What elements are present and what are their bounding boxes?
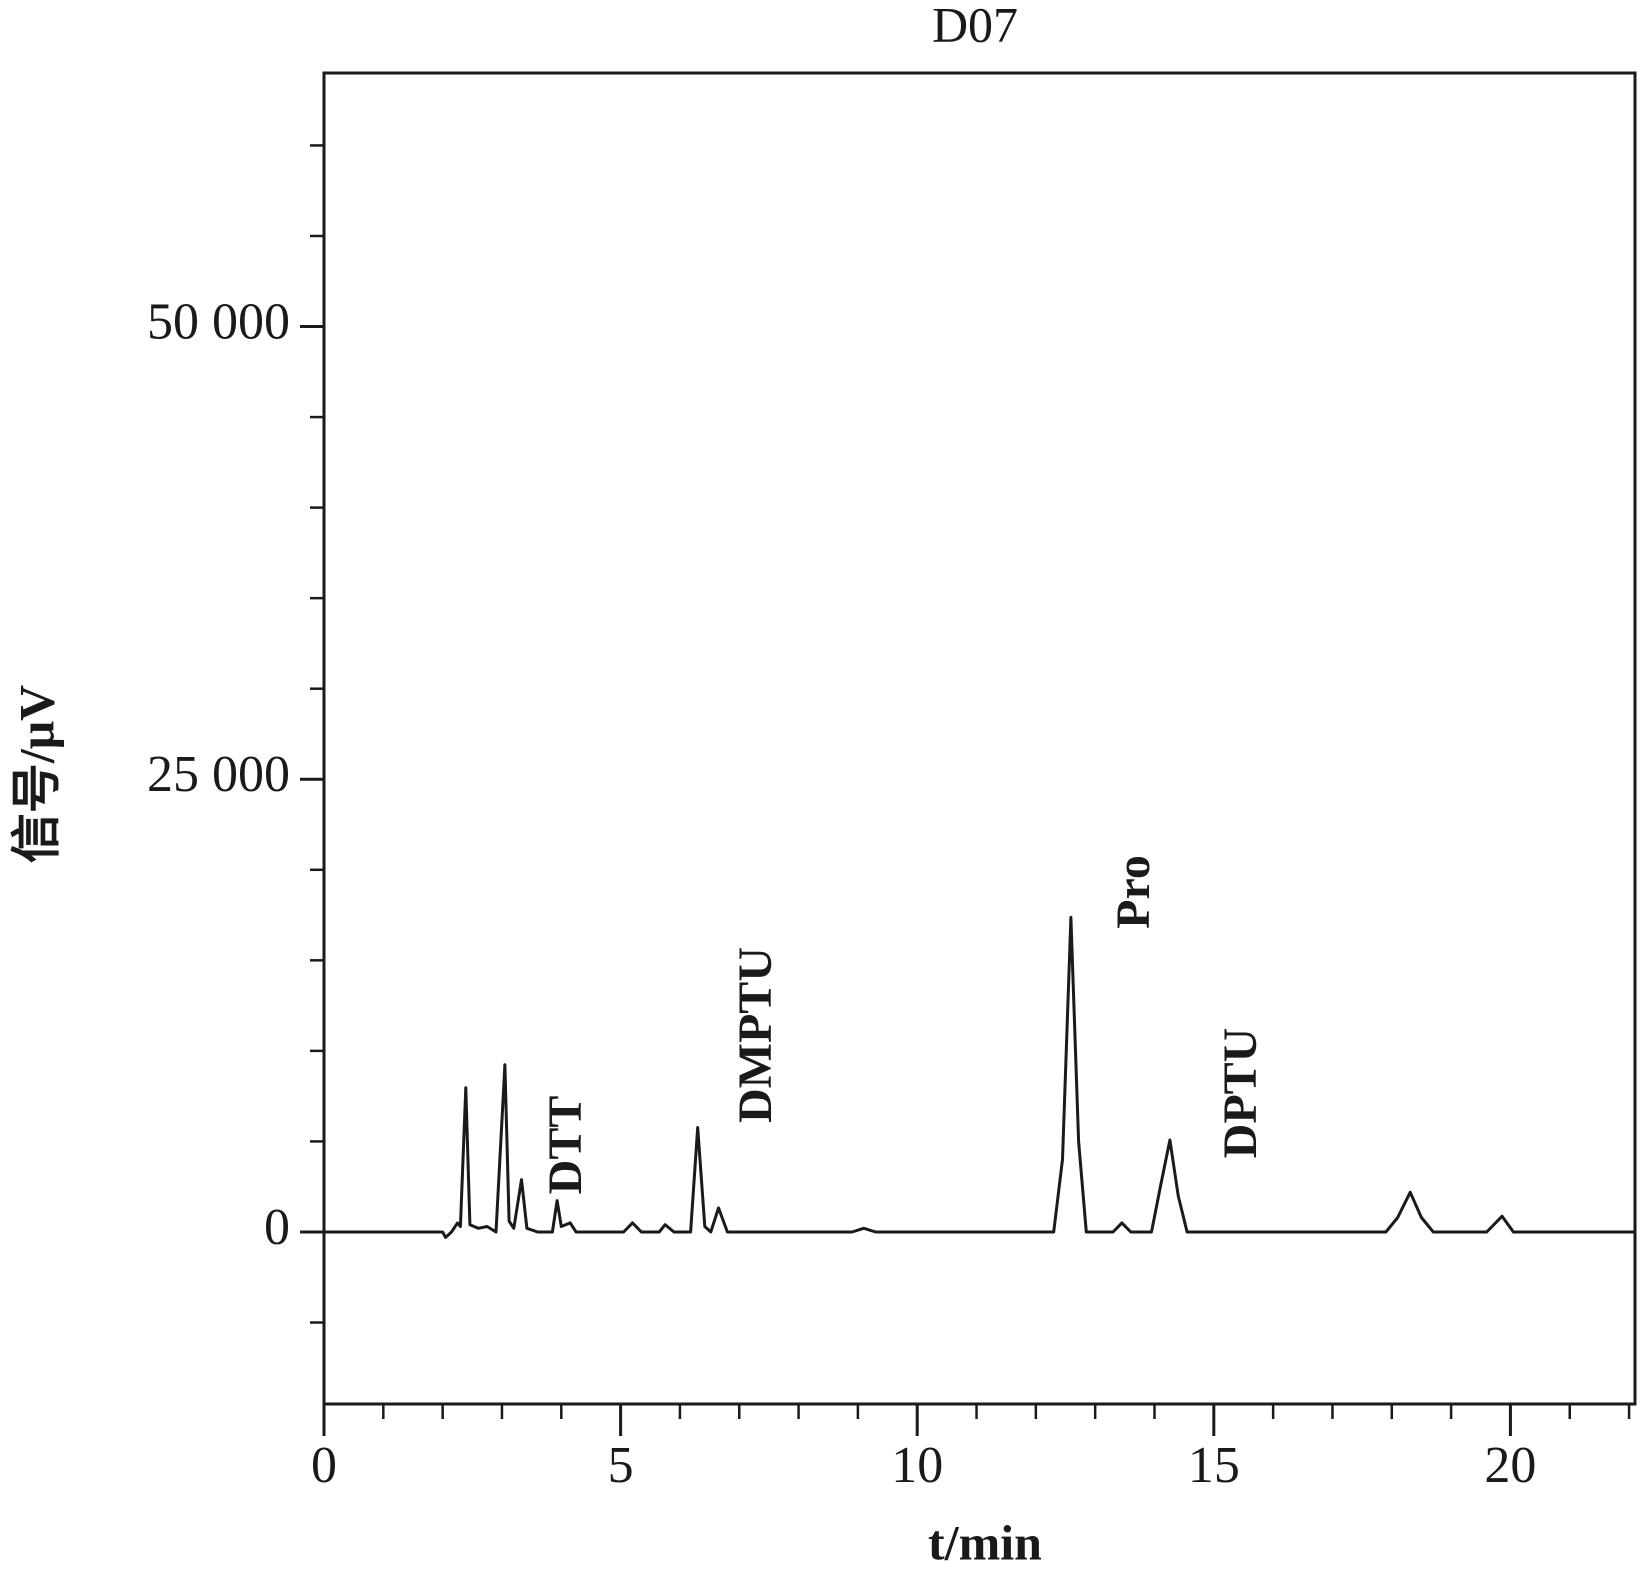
signal-line <box>324 915 1635 1239</box>
y-tick-label: 0 <box>264 1199 290 1256</box>
y-axis-label: 信号/μV <box>8 685 64 863</box>
x-tick-label: 5 <box>608 1437 634 1494</box>
x-axis-label: t/min <box>928 1514 1042 1570</box>
y-tick-label: 25 000 <box>147 746 290 803</box>
x-tick-label: 20 <box>1484 1437 1536 1494</box>
chart-title: D07 <box>932 0 1018 52</box>
peak-annotation: DTT <box>539 1096 592 1195</box>
x-tick-label: 15 <box>1188 1437 1240 1494</box>
x-tick-label: 0 <box>311 1437 337 1494</box>
peak-annotation: Pro <box>1107 855 1160 929</box>
plot-frame <box>322 71 1637 1406</box>
y-tick-label: 50 000 <box>147 293 290 350</box>
peak-annotation: DPTU <box>1214 1028 1267 1159</box>
x-tick-label: 10 <box>891 1437 943 1494</box>
peak-annotation: DMPTU <box>729 947 782 1123</box>
